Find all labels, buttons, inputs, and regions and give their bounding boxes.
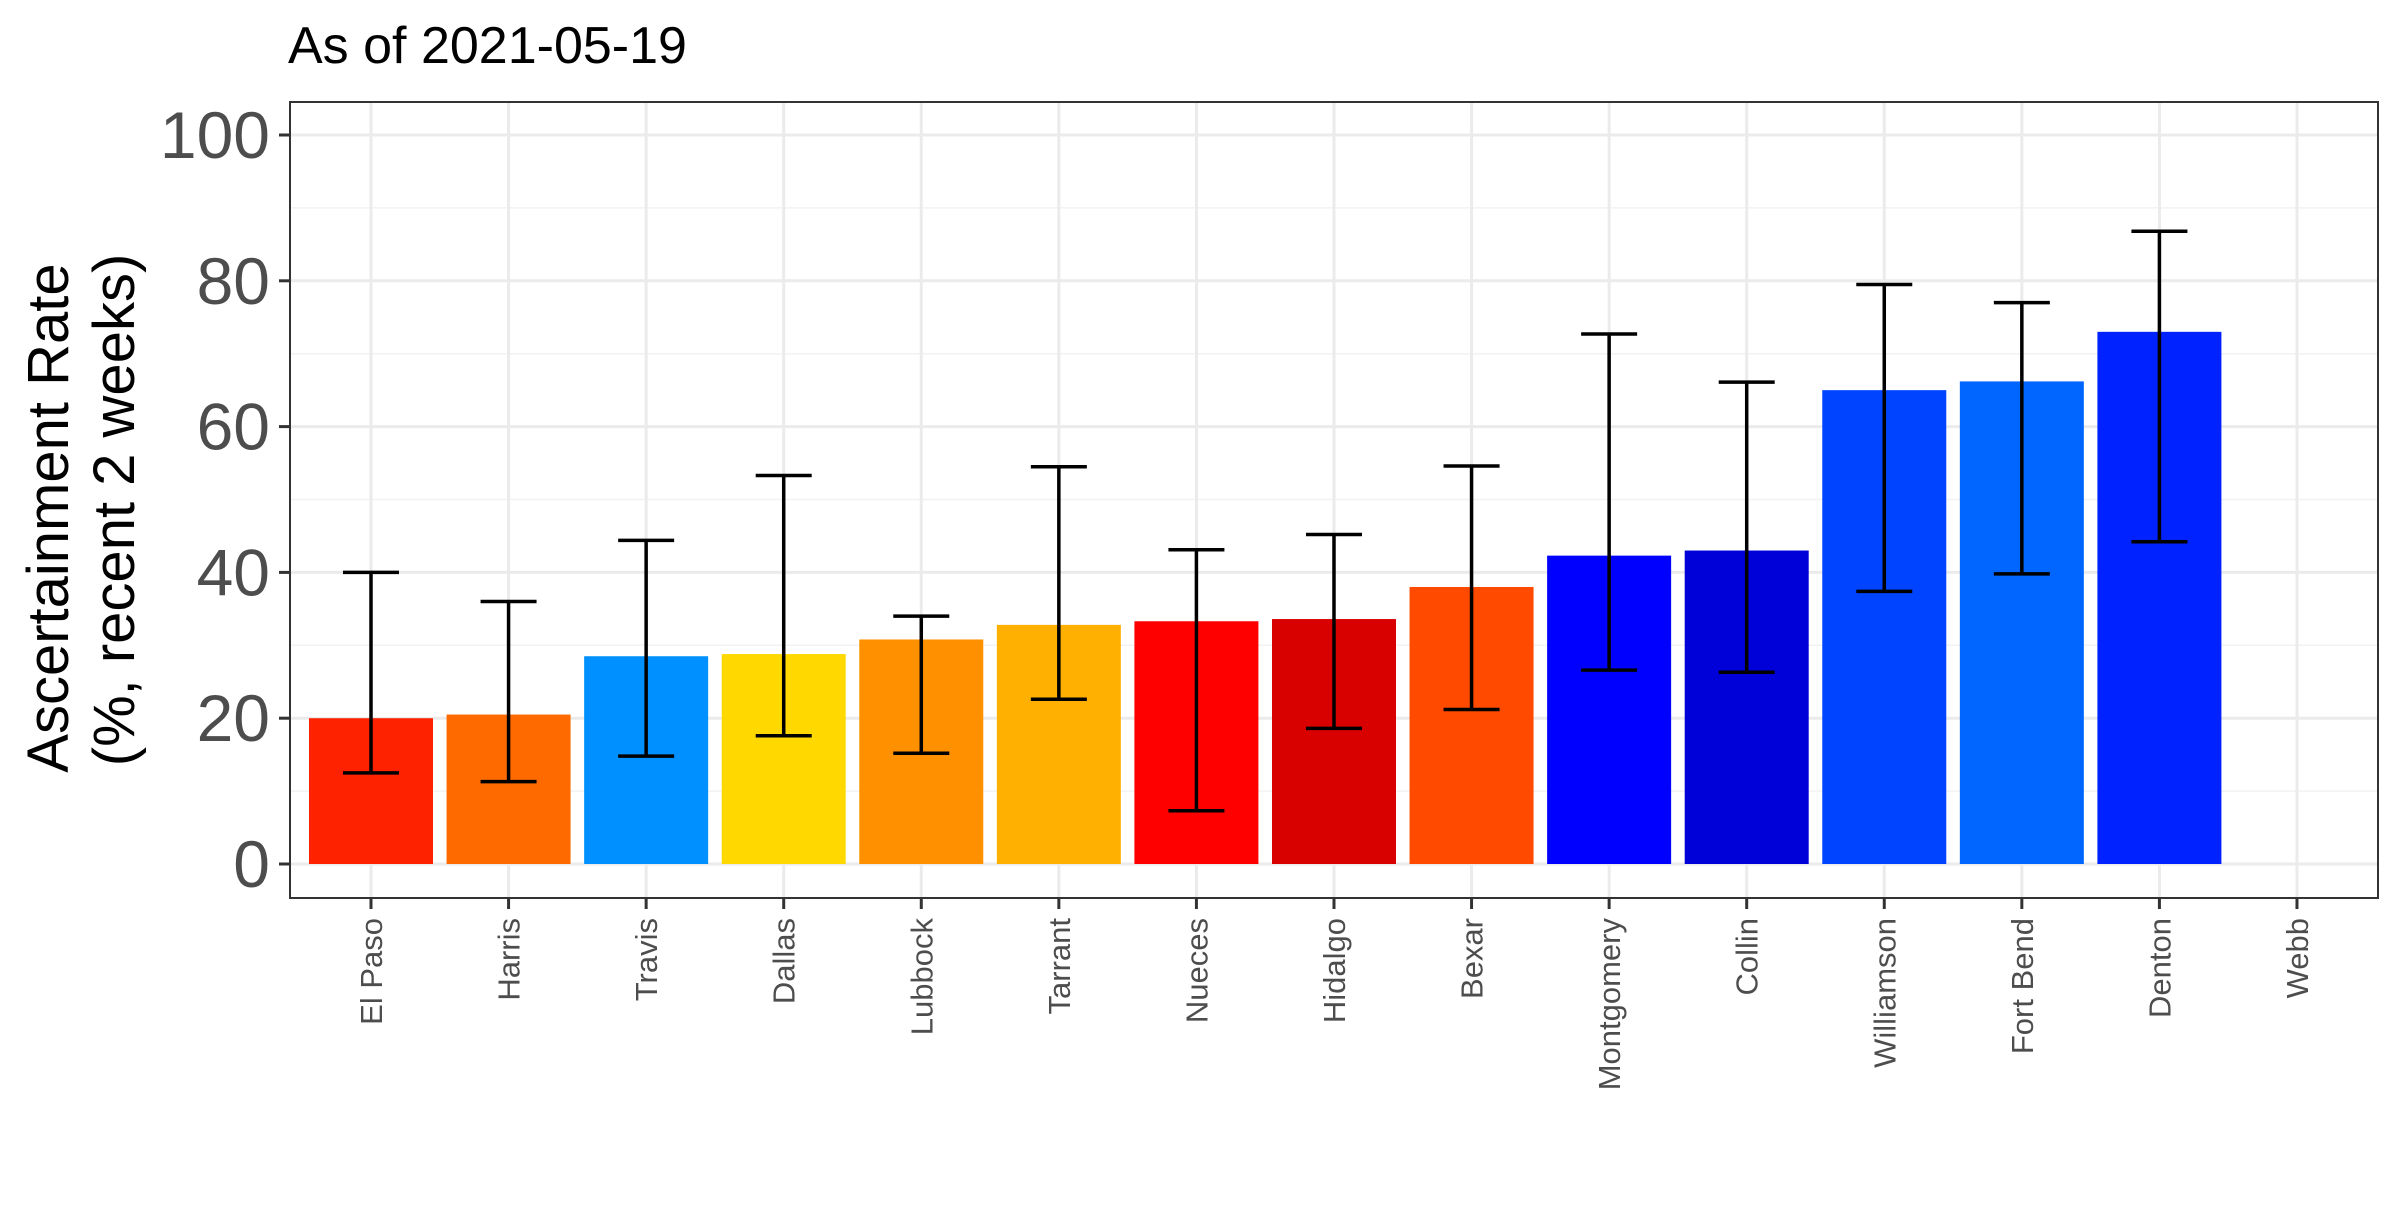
y-tick-label: 100	[160, 98, 270, 172]
y-axis-title-line-1: Ascertainment Rate	[16, 263, 81, 772]
x-tick-label: Harris	[492, 918, 527, 1001]
x-tick-label: Fort Bend	[2005, 918, 2040, 1054]
y-tick-label: 40	[197, 535, 270, 609]
x-tick-label: Dallas	[767, 918, 802, 1004]
x-tick-label: Denton	[2142, 918, 2177, 1018]
error-bar-hidalgo	[1305, 532, 1362, 731]
error-bar-denton	[2131, 229, 2188, 544]
y-axis-title-line-2: (%, recent 2 weeks)	[82, 254, 147, 767]
y-axis-title: Ascertainment Rate (%, recent 2 weeks)	[16, 247, 147, 772]
x-tick-label: Travis	[629, 918, 664, 1001]
error-bar-collin	[1718, 380, 1775, 675]
error-bar-lubbock	[893, 614, 950, 755]
y-tick-label: 0	[233, 827, 270, 901]
x-axis: El Paso Harris Travis Dallas Lubbock Tarrant N…	[354, 898, 2315, 1090]
y-tick-label: 80	[197, 244, 270, 318]
x-tick-label: Williamson	[1867, 918, 1902, 1068]
x-tick-label: Montgomery	[1592, 918, 1627, 1091]
error-bar-travis	[618, 538, 675, 758]
error-bars	[343, 229, 2188, 813]
x-tick-label: Lubbock	[904, 918, 939, 1036]
error-bar-el-paso	[343, 570, 399, 775]
x-tick-label: El Paso	[354, 918, 389, 1025]
error-bar-nueces	[1168, 548, 1225, 813]
error-bar-tarrant	[1030, 464, 1087, 701]
x-tick-label: Nueces	[1179, 918, 1214, 1023]
x-tick-label: Bexar	[1455, 918, 1490, 999]
x-tick-label: Tarrant	[1042, 918, 1077, 1015]
error-bar-dallas	[755, 473, 812, 738]
error-bar-montgomery	[1581, 332, 1638, 672]
y-tick-label: 20	[197, 681, 270, 755]
x-tick-label: Webb	[2280, 918, 2315, 998]
y-tick-label: 60	[197, 390, 270, 464]
error-bar-harris	[480, 599, 537, 784]
chart-title: As of 2021-05-19	[288, 17, 687, 75]
error-bar-bexar	[1443, 464, 1500, 712]
y-axis: 0 20 40 60 80 100	[160, 98, 290, 901]
error-bar-fort-bend	[1993, 300, 2050, 576]
x-tick-label: Hidalgo	[1317, 918, 1352, 1023]
x-tick-label: Collin	[1730, 918, 1765, 996]
error-bar-williamson	[1856, 282, 1913, 594]
